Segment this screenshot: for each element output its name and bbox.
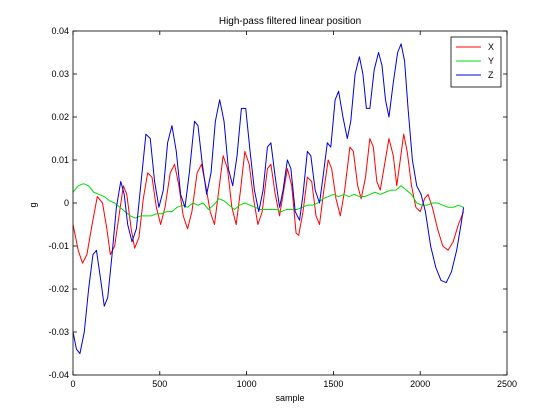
- x-axis-label: sample: [275, 393, 304, 403]
- legend-box: [450, 36, 502, 88]
- y-axis-label: g: [28, 202, 38, 207]
- series-line-x: [73, 133, 465, 264]
- legend-label-y: Y: [488, 56, 494, 66]
- y-tick-label: -0.03: [48, 327, 69, 337]
- x-tick-label: 1500: [323, 379, 343, 389]
- y-tick-label: -0.02: [48, 284, 69, 294]
- series-line-y: [73, 183, 464, 219]
- y-tick-label: -0.01: [48, 241, 69, 251]
- x-tick-label: 2500: [497, 379, 517, 389]
- y-tick-label: -0.04: [48, 370, 69, 380]
- x-tick-label: 500: [152, 379, 167, 389]
- x-tick-label: 2000: [410, 379, 430, 389]
- y-tick-label: 0.01: [51, 155, 69, 165]
- series-line-z: [73, 43, 465, 354]
- legend-label-z: Z: [488, 70, 494, 80]
- y-tick-label: 0: [64, 198, 69, 208]
- y-tick-label: 0.02: [51, 112, 69, 122]
- x-tick-label: 1000: [237, 379, 257, 389]
- legend-label-x: X: [488, 42, 494, 52]
- y-tick-label: 0.03: [51, 69, 69, 79]
- x-tick-label: 0: [70, 379, 75, 389]
- chart-title: High-pass filtered linear position: [219, 16, 361, 27]
- legend: XYZ: [450, 36, 502, 88]
- y-tick-label: 0.04: [51, 26, 69, 36]
